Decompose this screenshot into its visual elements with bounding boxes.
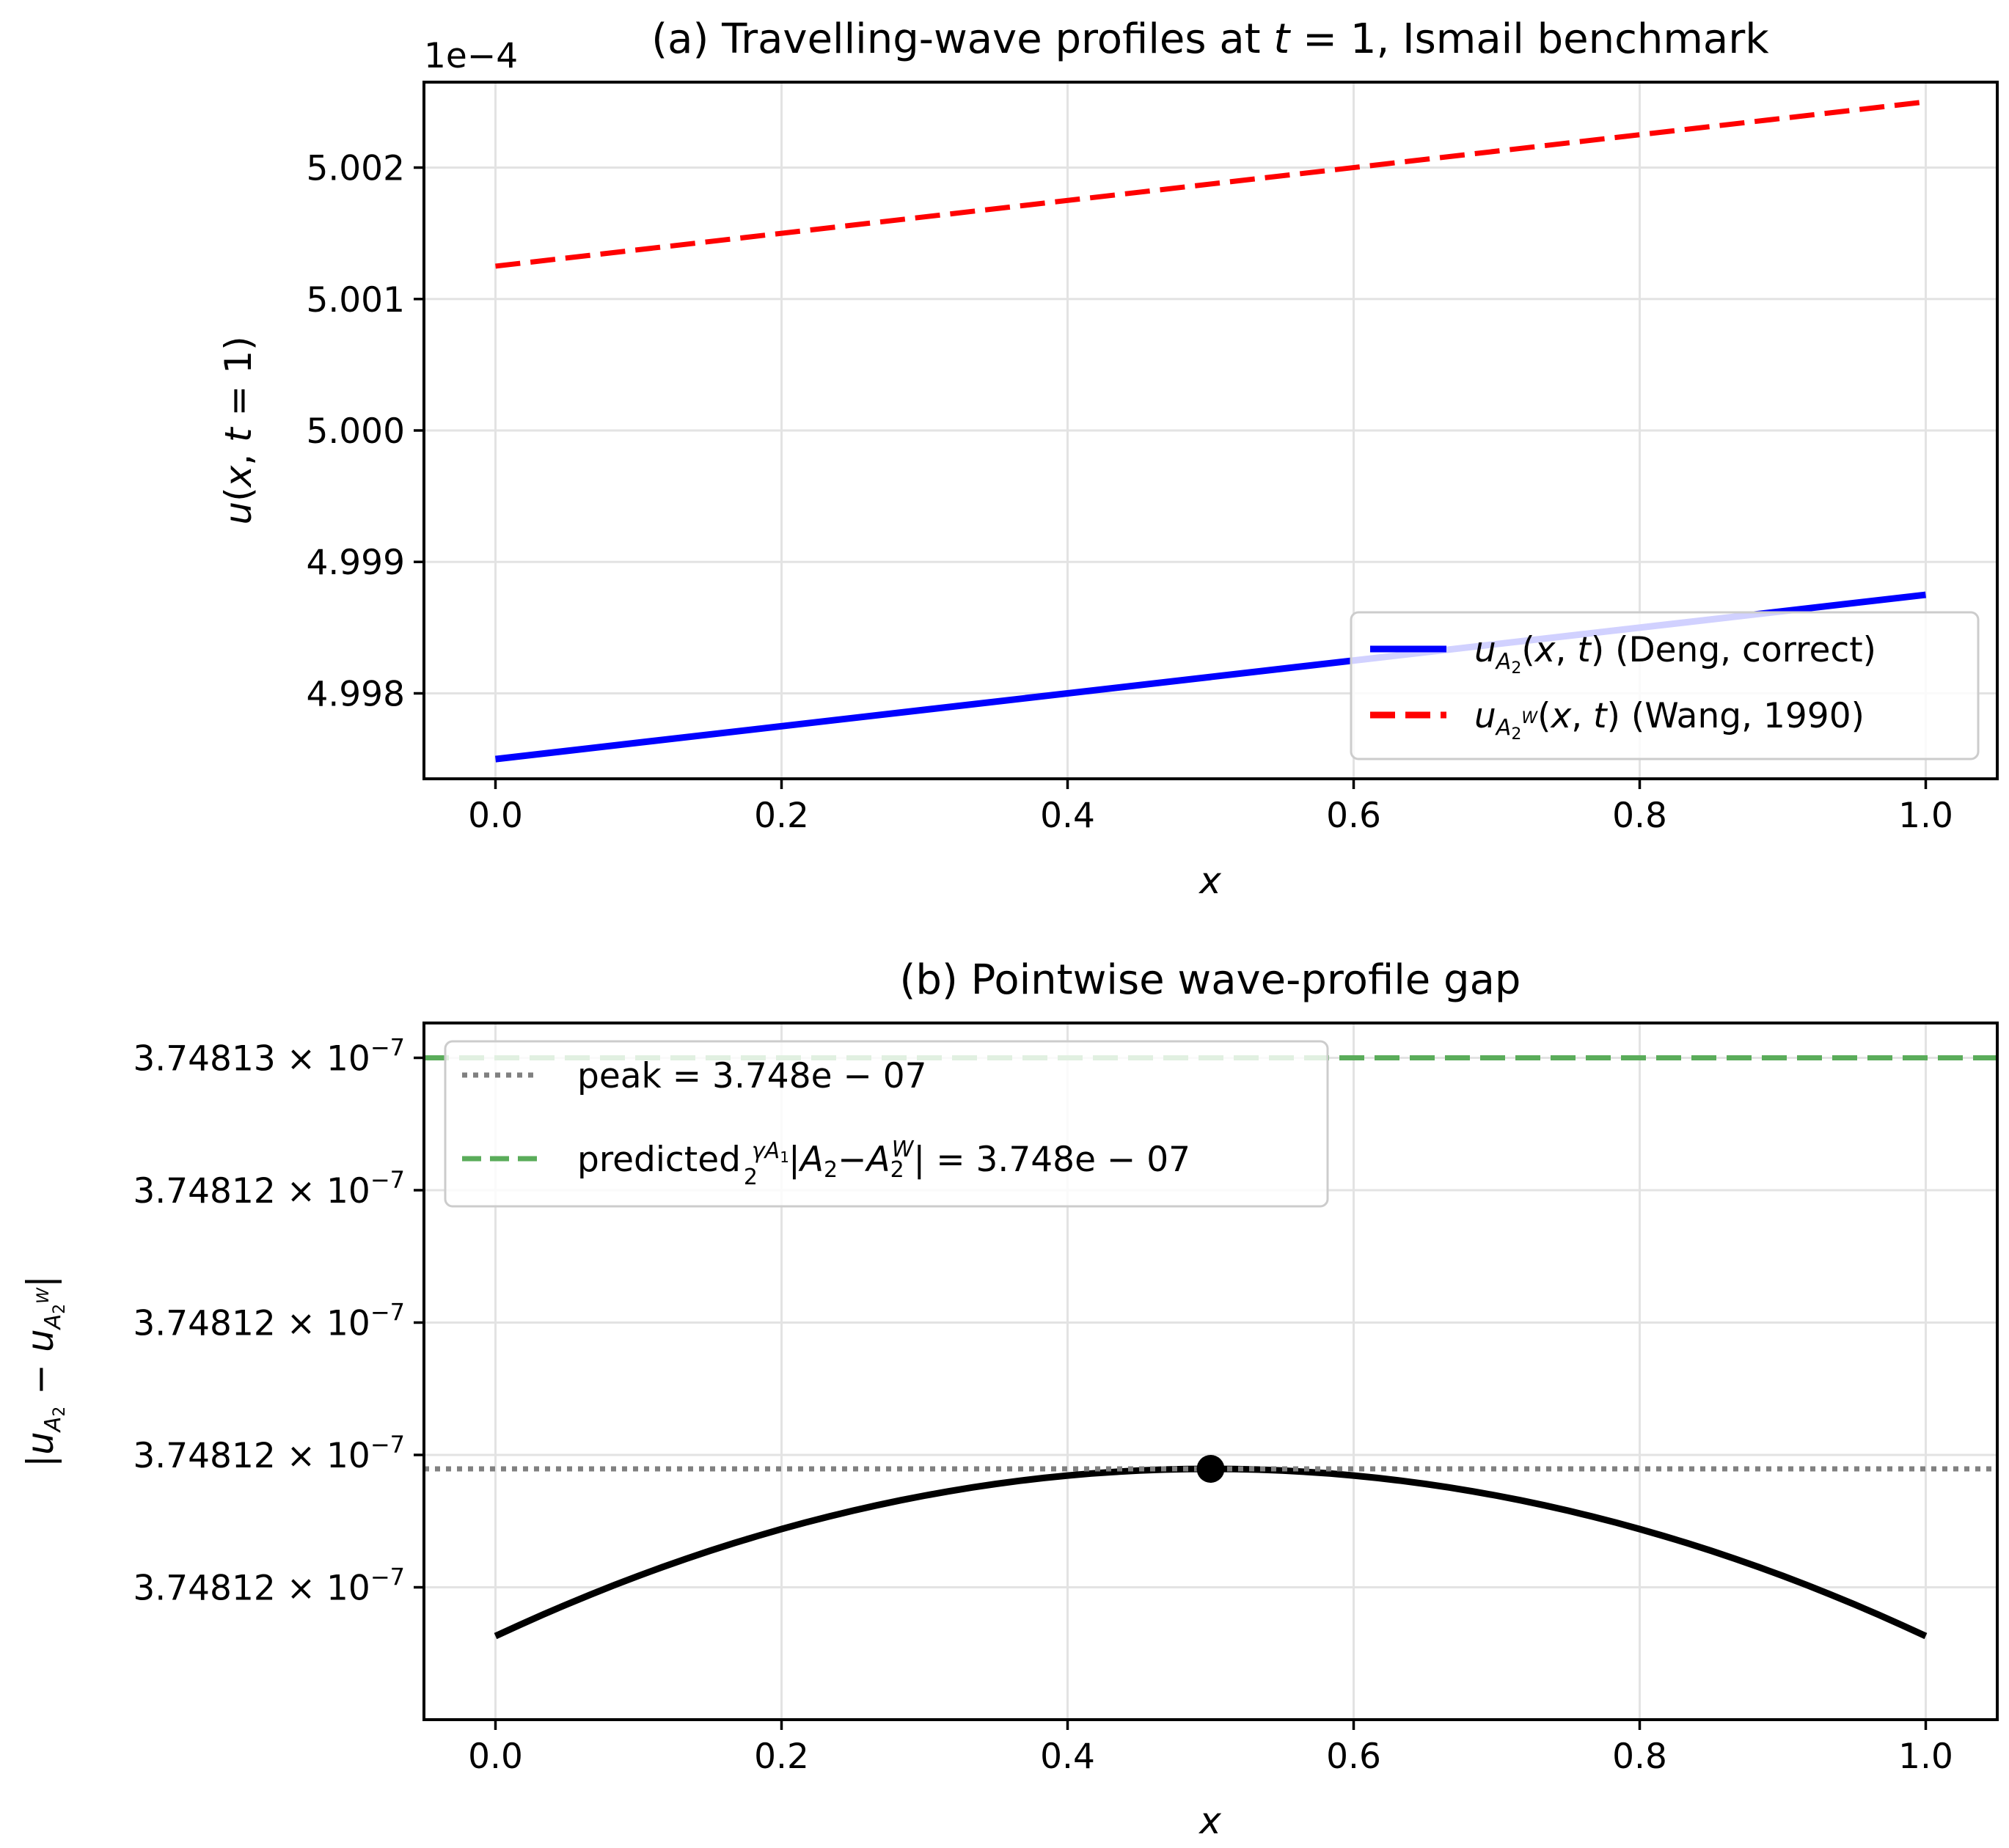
panel-b-y-axis-label: |uA2 − uA2W| [19, 1275, 69, 1467]
panel-b-y-tick-label: 3.74812 × 10−7 [133, 1299, 405, 1344]
panel-b-title: (b) Pointwise wave-profile gap [900, 956, 1521, 1004]
panel-a-y-tick-label: 5.002 [306, 149, 405, 189]
panel-b-y-tick-label: 3.74813 × 10−7 [133, 1034, 405, 1079]
panel-b-x-tick-label: 0.4 [1040, 1737, 1095, 1777]
panel-a-x-axis-label: x [1198, 859, 1221, 902]
panel-a-offset-label: 1e−4 [424, 36, 518, 76]
panel-b-legend: peak = 3.748e − 07 predicted γA1 2 |A2−A2W… [444, 1040, 1329, 1208]
legend-label-wang: uA2W(x, t) (Wang, 1990) [1474, 696, 1865, 744]
panel-a-y-axis-label: u(x, t = 1) [217, 336, 260, 524]
panel-a-x-tick-label: 0.4 [1040, 796, 1095, 836]
panel-a-y-tick-label: 4.999 [306, 543, 405, 583]
panel-a-y-tick-label: 4.998 [306, 674, 405, 714]
panel-a-ticks: 0.0 0.2 0.4 0.6 0.8 1.0 4.998 4.999 5.000 5.001 5.… [306, 149, 1953, 836]
panel-a-y-tick-label: 5.000 [306, 411, 405, 452]
panel-b-y-tick-label: 3.74812 × 10−7 [133, 1431, 405, 1476]
panel-a: 0.0 0.2 0.4 0.6 0.8 1.0 4.998 4.999 5.000 5.001 5.… [217, 15, 1999, 902]
panel-a-x-tick-label: 0.2 [754, 796, 809, 836]
panel-a-y-tick-label: 5.001 [306, 280, 405, 320]
panel-a-x-tick-label: 0.8 [1612, 796, 1667, 836]
panel-a-title: (a) Travelling-wave profiles at t = 1, I… [651, 15, 1769, 63]
panel-a-series-1 [495, 99, 1926, 269]
panel-a-legend-box [1350, 611, 1980, 760]
panel-b-x-axis-label: x [1198, 1800, 1221, 1842]
panel-b-ticks: 0.0 0.2 0.4 0.6 0.8 1.0 3.74812 × 10−7 3.74812 … [133, 1034, 1953, 1778]
panel-a-legend: uA2(x, t) (Deng, correct) uA2W(x, t) (Wa… [1350, 611, 1980, 760]
panel-a-x-tick-label: 1.0 [1898, 796, 1953, 836]
panel-b-legend-box [444, 1040, 1329, 1208]
panel-b-y-tick-label: 3.74812 × 10−7 [133, 1166, 405, 1211]
panel-b-x-tick-label: 0.8 [1612, 1737, 1667, 1777]
panel-a-x-tick-label: 0.6 [1326, 796, 1381, 836]
panel-b-y-tick-label: 3.74812 × 10−7 [133, 1563, 405, 1609]
legend-label-deng: uA2(x, t) (Deng, correct) [1474, 630, 1876, 678]
panel-b-x-tick-label: 0.6 [1326, 1737, 1381, 1777]
legend-label-predicted: predicted γA1 2 |A2−A2W| = 3.748e − 07 [577, 1137, 1190, 1190]
panel-b-series-0 [494, 1465, 1928, 1640]
panel-b: 0.0 0.2 0.4 0.6 0.8 1.0 3.74812 × 10−7 3.74812 … [19, 956, 1999, 1842]
peak-marker [1196, 1455, 1225, 1483]
panel-b-x-tick-label: 0.2 [754, 1737, 809, 1777]
panel-a-x-tick-label: 0.0 [468, 796, 523, 836]
panel-b-frame [422, 1022, 1999, 1721]
panel-b-x-tick-label: 1.0 [1898, 1737, 1953, 1777]
panel-b-x-tick-label: 0.0 [468, 1737, 523, 1777]
legend-label-peak: peak = 3.748e − 07 [577, 1056, 927, 1096]
